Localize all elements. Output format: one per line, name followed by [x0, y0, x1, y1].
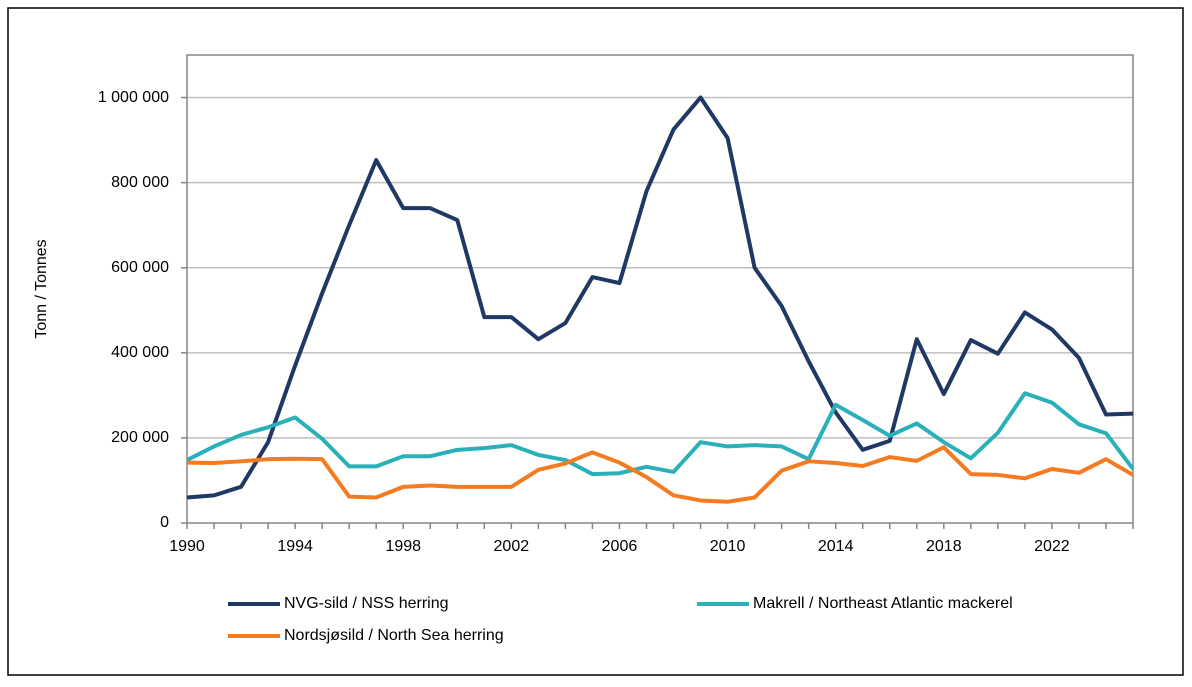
plot-border — [186, 54, 1134, 524]
x-tick-label: 1998 — [385, 538, 421, 555]
x-tick-label: 2010 — [710, 538, 746, 555]
x-tick-label: 2006 — [602, 538, 638, 555]
legend-label: Nordsjøsild / North Sea herring — [284, 627, 504, 644]
series-line — [186, 391, 1135, 477]
x-tick-label: 2018 — [926, 538, 962, 555]
y-tick-label: 800 000 — [111, 174, 169, 191]
y-tick-label: 1 000 000 — [98, 89, 169, 106]
x-tick-label: 2014 — [818, 538, 854, 555]
y-tick-label: 200 000 — [111, 429, 169, 446]
y-tick-label: 0 — [160, 514, 169, 531]
x-tick-label: 1994 — [277, 538, 313, 555]
y-tick-label: 400 000 — [111, 344, 169, 361]
legend-label: Makrell / Northeast Atlantic mackerel — [753, 595, 1013, 612]
legend-label: NVG-sild / NSS herring — [284, 595, 449, 612]
y-axis-label: Tonn / Tonnes — [33, 239, 50, 338]
y-tick-label: 600 000 — [111, 259, 169, 276]
x-tick-label: 1990 — [169, 538, 205, 555]
x-tick-label: 2002 — [494, 538, 530, 555]
chart-frame — [7, 7, 1184, 676]
x-tick-label: 2022 — [1034, 538, 1070, 555]
series-line — [186, 95, 1134, 500]
series-line — [186, 445, 1135, 504]
